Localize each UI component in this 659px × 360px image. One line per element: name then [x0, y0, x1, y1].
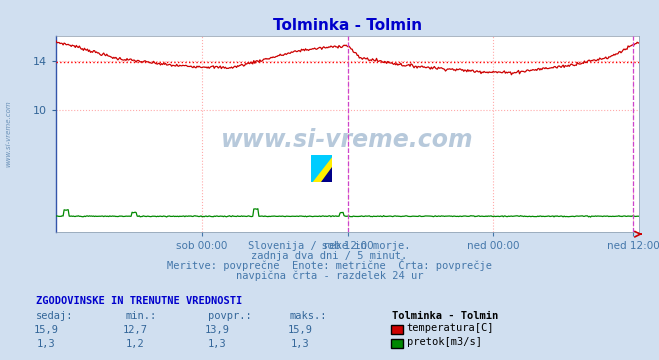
Text: povpr.:: povpr.: [208, 311, 251, 321]
Text: temperatura[C]: temperatura[C] [407, 323, 494, 333]
Text: 1,3: 1,3 [291, 339, 309, 349]
Text: 1,3: 1,3 [37, 339, 55, 349]
Text: 15,9: 15,9 [34, 325, 59, 335]
Text: navpična črta - razdelek 24 ur: navpična črta - razdelek 24 ur [236, 271, 423, 282]
Text: 13,9: 13,9 [205, 325, 230, 335]
Text: sedaj:: sedaj: [36, 311, 74, 321]
Text: 12,7: 12,7 [123, 325, 148, 335]
Text: ZGODOVINSKE IN TRENUTNE VREDNOSTI: ZGODOVINSKE IN TRENUTNE VREDNOSTI [36, 296, 243, 306]
Text: Slovenija / reke in morje.: Slovenija / reke in morje. [248, 241, 411, 251]
Title: Tolminka - Tolmin: Tolminka - Tolmin [273, 18, 422, 33]
Text: Meritve: povprečne  Enote: metrične  Črta: povprečje: Meritve: povprečne Enote: metrične Črta:… [167, 259, 492, 271]
Text: 1,2: 1,2 [126, 339, 144, 349]
Polygon shape [311, 155, 332, 182]
Polygon shape [311, 155, 332, 182]
Text: min.:: min.: [125, 311, 156, 321]
Text: zadnja dva dni / 5 minut.: zadnja dva dni / 5 minut. [251, 251, 408, 261]
Text: 15,9: 15,9 [287, 325, 312, 335]
Text: Tolminka - Tolmin: Tolminka - Tolmin [392, 311, 498, 321]
Polygon shape [320, 167, 332, 182]
Text: 1,3: 1,3 [208, 339, 227, 349]
Text: pretok[m3/s]: pretok[m3/s] [407, 337, 482, 347]
Text: www.si-vreme.com: www.si-vreme.com [5, 100, 11, 167]
Text: maks.:: maks.: [290, 311, 328, 321]
Text: www.si-vreme.com: www.si-vreme.com [221, 128, 474, 152]
